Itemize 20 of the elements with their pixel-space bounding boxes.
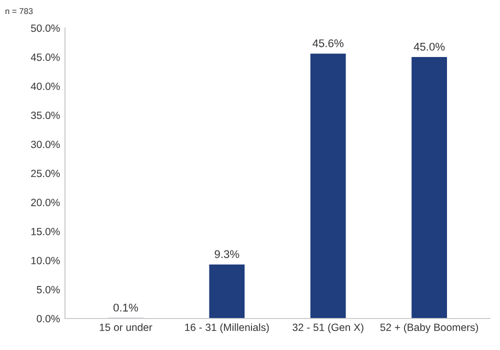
x-tick-label: 32 - 51 (Gen X) <box>292 323 364 334</box>
x-tick-label: 52 + (Baby Boomers) <box>380 323 478 334</box>
y-tick-label: 25.0% <box>31 170 60 178</box>
data-label: 0.1% <box>113 304 138 312</box>
y-tick-label: 45.0% <box>30 54 60 61</box>
y-tick-label: 0.0% <box>36 315 60 322</box>
text: n = 783 <box>6 8 33 14</box>
x-tick-label: 16 - 31 (Millenials) <box>185 323 269 334</box>
y-tick-label: 10.0% <box>31 256 60 264</box>
y-tick-label: 50.0% <box>31 24 60 32</box>
data-label: 9.3% <box>214 250 240 258</box>
y-tick-label: 40.0% <box>30 82 60 90</box>
y-tick-label: 20.0% <box>31 198 60 206</box>
y-tick-label: 30.0% <box>31 140 60 148</box>
y-tick-label: 35.0% <box>31 112 60 120</box>
data-label: 45.0% <box>414 42 445 51</box>
y-tick-label: 5.0% <box>36 286 60 294</box>
data-label: 45.6% <box>312 39 344 48</box>
y-tick-label: 15.0% <box>31 228 60 236</box>
x-tick-label: 15 or under <box>100 323 152 332</box>
